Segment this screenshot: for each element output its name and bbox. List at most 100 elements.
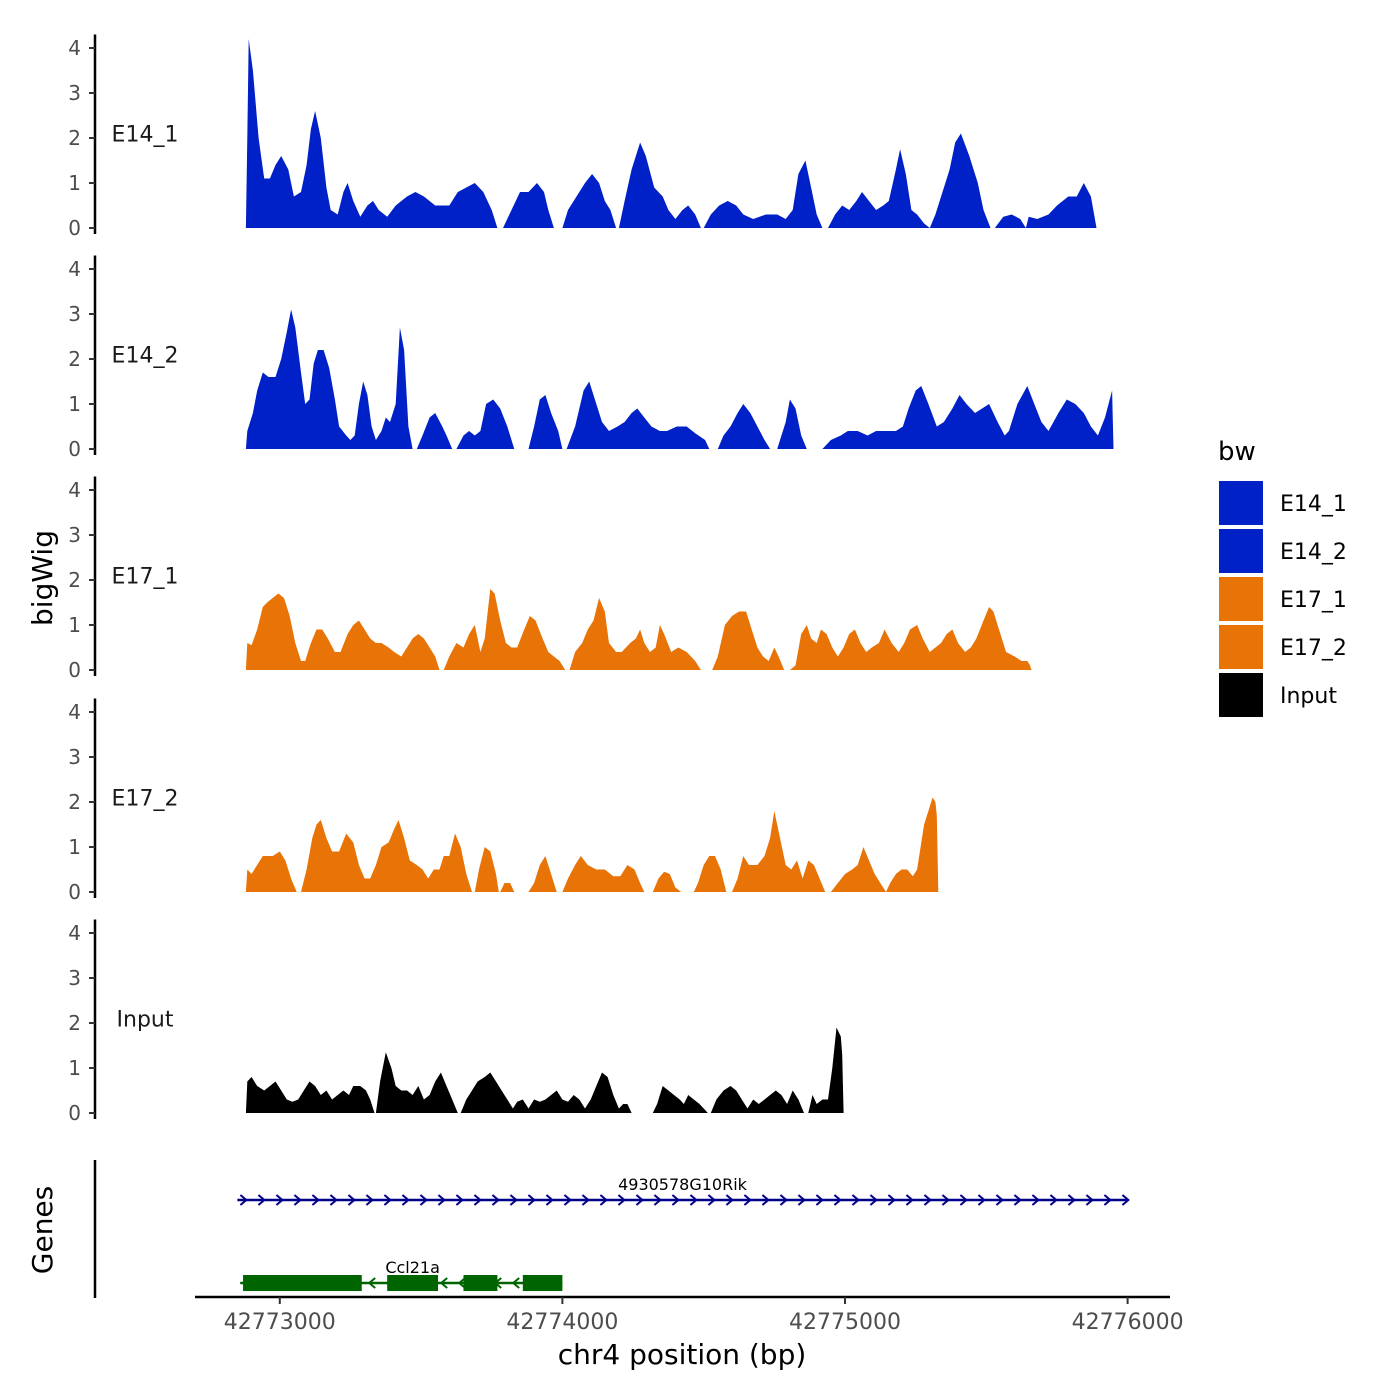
legend: bw E14_1 E14_2 E17_1 E17_2 Input	[1217, 437, 1347, 719]
track-label: Input	[117, 1008, 174, 1033]
y-tick-label: 2	[68, 790, 81, 814]
strand-arrow	[347, 1194, 356, 1206]
legend-swatch	[1217, 527, 1265, 575]
strand-arrow	[581, 1194, 590, 1206]
strand-arrow	[815, 1194, 824, 1206]
strand-arrow	[833, 1194, 842, 1206]
y-tick-label: 4	[68, 257, 81, 281]
legend-title: bw	[1218, 437, 1256, 467]
coverage-area	[443, 589, 566, 670]
exon	[463, 1275, 498, 1291]
gene-Ccl21a: Ccl21a	[240, 1258, 563, 1291]
y-tick-label: 1	[68, 613, 81, 637]
coverage-area	[777, 399, 807, 449]
x-tick-label: 42776000	[1072, 1310, 1184, 1335]
y-tick-label: 3	[68, 523, 81, 547]
coverage-area	[732, 811, 826, 892]
strand-arrow	[329, 1194, 338, 1206]
coverage-area	[503, 183, 554, 228]
exon	[387, 1275, 439, 1291]
legend-swatch	[1217, 575, 1265, 623]
coverage-area	[375, 1052, 458, 1113]
strand-arrow	[365, 1194, 374, 1206]
strand-arrow	[869, 1194, 878, 1206]
legend-swatch	[1217, 671, 1265, 719]
coverage-area	[652, 871, 682, 892]
strand-arrow	[995, 1194, 1004, 1206]
track-label: E17_2	[112, 787, 179, 812]
coverage-area	[717, 404, 771, 449]
y-tick-label: 0	[68, 880, 81, 904]
strand-arrow	[545, 1194, 554, 1206]
coverage-area	[245, 309, 413, 449]
strand-arrow	[851, 1194, 860, 1206]
track-label: E14_2	[112, 344, 179, 369]
x-axis-title: chr4 position (bp)	[558, 1338, 807, 1371]
strand-arrow	[959, 1194, 968, 1206]
coverage-tracks: 0 1 2 3 4 E14_1 0 1 2 3 4 E14_2 0 1 2 3 4 E17_1 0 1 2 3 4 E17_2…	[68, 34, 1114, 1125]
track-E17_1: 0 1 2 3 4 E17_1	[68, 476, 1032, 682]
gene-4930578G10Rik: 4930578G10Rik	[237, 1175, 1130, 1206]
coverage-area	[460, 1072, 632, 1113]
strand-arrow	[797, 1194, 806, 1206]
y-tick-label: 3	[68, 302, 81, 326]
strand-arrow	[671, 1194, 680, 1206]
strand-arrow	[455, 1194, 464, 1206]
strand-arrow	[977, 1194, 986, 1206]
x-tick-label: 42775000	[789, 1310, 901, 1335]
y-tick-label: 1	[68, 1056, 81, 1080]
coverage-area	[562, 174, 617, 228]
coverage-area	[828, 149, 930, 228]
y-tick-label: 1	[68, 835, 81, 859]
y-tick-label: 4	[68, 921, 81, 945]
coverage-area	[500, 883, 515, 892]
strand-arrow	[779, 1194, 788, 1206]
y-axis-title: bigWig	[26, 530, 59, 626]
strand-arrow	[509, 1194, 518, 1206]
strand-arrow	[311, 1194, 320, 1206]
coverage-area	[703, 160, 823, 228]
y-tick-label: 3	[68, 81, 81, 105]
strand-arrow	[887, 1194, 896, 1206]
strand-arrow	[563, 1194, 572, 1206]
strand-arrow	[1049, 1194, 1058, 1206]
coverage-area	[710, 1086, 804, 1113]
legend-label: E17_2	[1280, 636, 1347, 661]
strand-arrow	[653, 1194, 662, 1206]
strand-arrow	[473, 1194, 482, 1206]
strand-arrow	[239, 1194, 248, 1206]
y-tick-label: 1	[68, 171, 81, 195]
coverage-area	[245, 39, 498, 228]
strand-arrow	[257, 1194, 266, 1206]
legend-label: E14_1	[1280, 492, 1347, 517]
legend-swatch	[1217, 623, 1265, 671]
strand-arrow	[743, 1194, 752, 1206]
coverage-area	[822, 386, 1114, 449]
legend-label: E14_2	[1280, 540, 1347, 565]
coverage-area	[245, 593, 440, 670]
gene-track: 4930578G10Rik Ccl21a	[93, 1160, 1130, 1298]
exon	[522, 1275, 563, 1291]
x-tick-label: 42773000	[224, 1310, 336, 1335]
y-tick-label: 0	[68, 437, 81, 461]
coverage-area	[808, 1027, 844, 1113]
track-E14_2: 0 1 2 3 4 E14_2	[68, 255, 1114, 461]
strand-arrow	[439, 1277, 448, 1289]
legend-label: E17_1	[1280, 588, 1347, 613]
strand-arrow	[599, 1194, 608, 1206]
coverage-area	[929, 133, 991, 228]
y-tick-label: 0	[68, 216, 81, 240]
strand-arrow	[437, 1194, 446, 1206]
strand-arrow	[401, 1194, 410, 1206]
y-tick-label: 3	[68, 745, 81, 769]
strand-arrow	[293, 1194, 302, 1206]
strand-arrow	[511, 1277, 520, 1289]
strand-arrow	[923, 1194, 932, 1206]
strand-arrow	[761, 1194, 770, 1206]
coverage-area	[562, 856, 645, 892]
track-label: E17_1	[112, 565, 179, 590]
y-tick-label: 2	[68, 1011, 81, 1035]
genes-axis-title: Genes	[26, 1186, 59, 1274]
strand-arrow	[725, 1194, 734, 1206]
legend-swatch	[1217, 479, 1265, 527]
